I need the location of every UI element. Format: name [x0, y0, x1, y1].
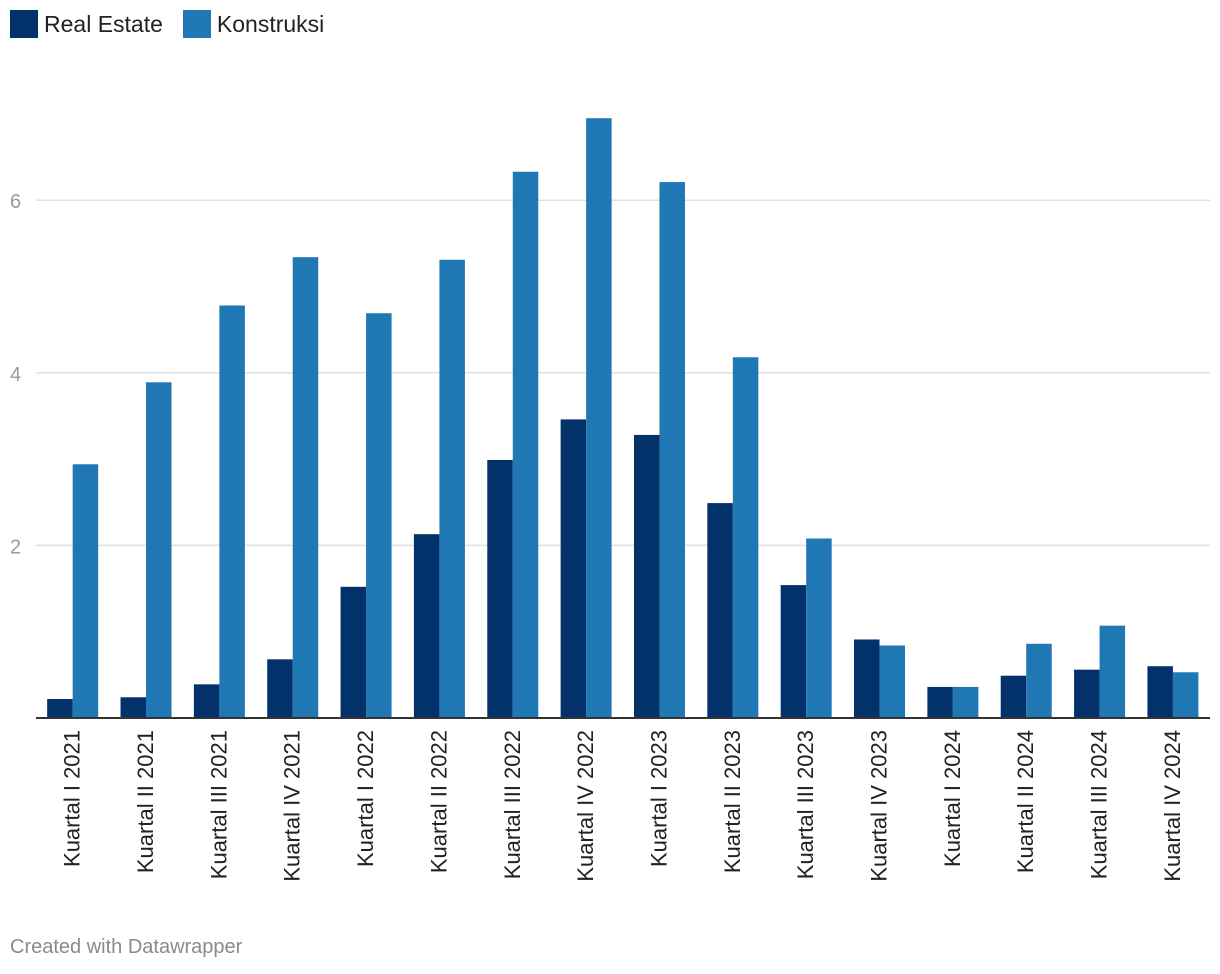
bar [854, 639, 880, 718]
x-tick-label: Kuartal I 2022 [353, 730, 378, 867]
bar [267, 659, 293, 718]
x-tick-label: Kuartal III 2021 [206, 730, 231, 879]
bar [560, 419, 587, 718]
bar [952, 686, 979, 718]
x-tick-label: Kuartal IV 2023 [867, 730, 892, 882]
bar [193, 684, 220, 718]
x-tick-label: Kuartal I 2024 [940, 730, 965, 867]
bar [1074, 669, 1100, 718]
x-tick-label: Kuartal III 2022 [500, 730, 525, 879]
y-tick-label: 2 [10, 536, 21, 558]
y-tick-label: 4 [10, 364, 21, 386]
x-tick-label: Kuartal II 2022 [426, 730, 451, 873]
footer-credit: Created with Datawrapper [10, 936, 243, 958]
bar [120, 697, 147, 718]
bar [707, 503, 733, 718]
bar [879, 645, 906, 718]
x-tick-label: Kuartal II 2024 [1013, 730, 1038, 873]
bar [366, 313, 392, 718]
x-tick-label: Kuartal II 2023 [720, 730, 745, 873]
bar [586, 118, 612, 719]
legend-swatch-konstruksi [182, 10, 211, 38]
bar [47, 699, 73, 718]
bar [219, 305, 245, 718]
bar [1099, 625, 1126, 718]
legend-swatch-real-estate [10, 10, 38, 38]
x-tick-label: Kuartal III 2023 [793, 730, 818, 879]
x-tick-label: Kuartal I 2023 [646, 730, 671, 867]
bar [732, 357, 759, 718]
legend-label-real-estate: Real Estate [44, 11, 163, 37]
legend-item-real-estate: Real Estate [10, 10, 163, 38]
x-tick-label: Kuartal IV 2021 [280, 730, 305, 882]
bar [512, 171, 539, 718]
bar [780, 585, 807, 718]
x-tick-label: Kuartal IV 2022 [573, 730, 598, 882]
x-tick-label: Kuartal III 2024 [1087, 730, 1112, 879]
bar [806, 538, 832, 718]
bar [1147, 666, 1173, 718]
bar [146, 382, 172, 718]
y-tick-label: 6 [10, 191, 21, 213]
bar [487, 459, 513, 718]
x-tick-label: Kuartal IV 2024 [1160, 730, 1185, 882]
legend-label-konstruksi: Konstruksi [216, 11, 325, 37]
bar [1172, 672, 1199, 718]
bar [659, 182, 685, 718]
bar [340, 586, 367, 718]
legend-item-konstruksi: Konstruksi [182, 10, 325, 38]
bar [72, 464, 99, 718]
x-tick-label: Kuartal I 2021 [60, 730, 85, 867]
bar [927, 686, 953, 718]
bar [1026, 643, 1052, 718]
bar [633, 434, 660, 718]
x-tick-label: Kuartal II 2021 [133, 730, 158, 873]
bar [1000, 675, 1027, 718]
legend: Real Estate Konstruksi [10, 10, 344, 38]
bar [439, 259, 465, 718]
bar [292, 257, 319, 718]
bar [413, 534, 440, 718]
